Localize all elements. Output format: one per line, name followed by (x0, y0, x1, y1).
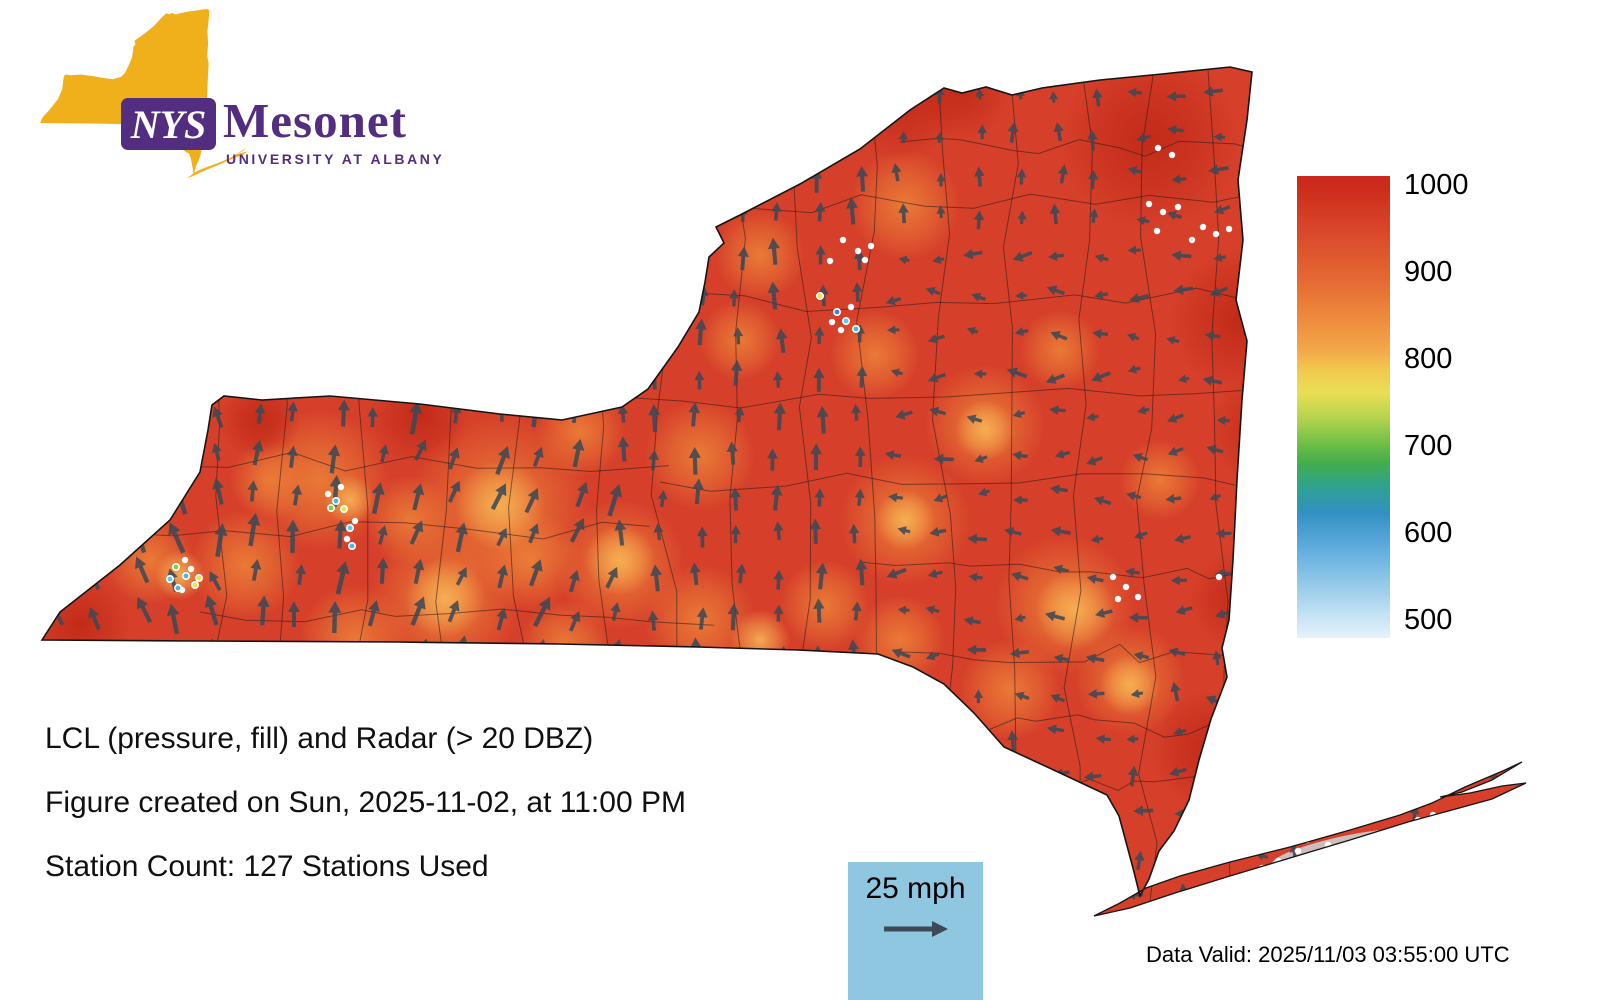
station-count-text: Station Count: 127 Stations Used (45, 850, 489, 883)
wind-speed-label: 25 mph (865, 872, 966, 905)
colorbar-labels: 1000 900 800 700 600 500 (1404, 169, 1494, 637)
logo-mesonet: Mesonet (223, 93, 407, 148)
colorbar-tick: 1000 (1404, 169, 1469, 201)
colorbar-tick: 700 (1404, 430, 1453, 462)
logo-acronym: NYS (130, 101, 207, 147)
wind-speed-legend: 25 mph (848, 862, 983, 1000)
long-island-outline (1093, 761, 1527, 917)
radar-overlay (166, 144, 1437, 878)
colorbar-tick: 600 (1404, 517, 1453, 549)
colorbar-tick: 800 (1404, 343, 1453, 375)
logo-ny-shape (39, 9, 248, 178)
long-island-fill (1094, 762, 1526, 916)
data-valid-timestamp: Data Valid: 2025/11/03 03:55:00 UTC (1146, 942, 1510, 967)
state-fill (42, 67, 1252, 896)
colorbar-tick: 500 (1404, 604, 1453, 636)
colorbar-tick: 900 (1404, 256, 1453, 288)
figure-title: LCL (pressure, fill) and Radar (> 20 DBZ… (45, 722, 594, 755)
wind-reference-arrow (883, 921, 948, 937)
state-outline (40, 66, 1253, 899)
logo-university: UNIVERSITY AT ALBANY (226, 151, 445, 167)
logo-nys-badge: NYS (121, 98, 216, 150)
figure-created-text: Figure created on Sun, 2025-11-02, at 11… (45, 786, 686, 819)
colorbar (1297, 176, 1390, 638)
